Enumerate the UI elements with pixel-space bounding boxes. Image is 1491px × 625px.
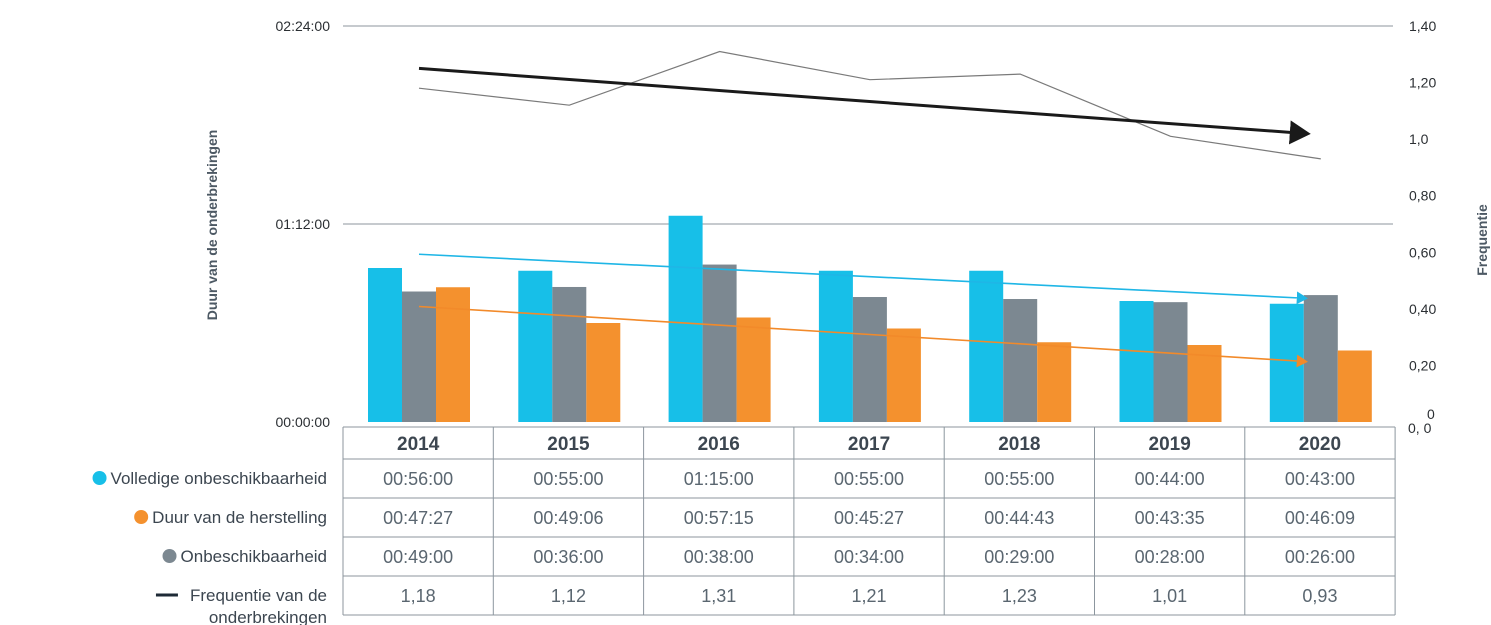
right-tick-label: 1,20	[1409, 75, 1436, 91]
legend-label: Duur van de herstelling	[152, 508, 327, 527]
table-cell: 1,01	[1152, 586, 1187, 606]
legend-label-line: onderbrekingen	[209, 608, 327, 625]
right-tick-label: 0, 0	[1408, 420, 1432, 436]
table-header-year: 2019	[1149, 434, 1191, 455]
legend-marker-circle	[162, 549, 177, 563]
table-cell: 01:15:00	[684, 469, 754, 489]
table-cell: 00:26:00	[1285, 547, 1355, 567]
bar-duur-van-de-herstelling-2018	[1003, 299, 1038, 422]
table-header-year: 2014	[397, 434, 440, 455]
table-cell: 00:49:06	[533, 508, 603, 528]
table-cell: 00:55:00	[984, 469, 1054, 489]
frequency-line-group	[418, 50, 1321, 160]
bar-volledige-onbeschikbaarheid-2019	[1119, 301, 1154, 422]
bars	[368, 215, 1372, 422]
table-cell: 00:43:35	[1135, 508, 1205, 528]
table-cell: 1,23	[1002, 586, 1037, 606]
data-table: 2014 2015 2016 2017 2018 2019 2020 00:56:00 00:5…	[342, 426, 1396, 616]
table-cell: 00:55:00	[533, 469, 603, 489]
table-cell: 1,31	[701, 586, 736, 606]
table-header-year: 2018	[998, 434, 1040, 455]
bar-volledige-onbeschikbaarheid-2015	[518, 270, 553, 422]
bar-duur-van-de-herstelling-2015	[552, 286, 587, 422]
bar-volledige-onbeschikbaarheid-2020	[1269, 303, 1304, 422]
right-tick-label: 1,0	[1409, 131, 1429, 147]
table-cell: 0,93	[1302, 586, 1337, 606]
trend-arrow-2	[418, 253, 1308, 305]
bar-volledige-onbeschikbaarheid-2016	[668, 215, 703, 422]
bar-duur-van-de-herstelling-2014	[402, 291, 436, 422]
table-cell: 00:44:43	[984, 508, 1054, 528]
table-cell: 00:44:00	[1135, 469, 1205, 489]
table-cell: 00:38:00	[684, 547, 754, 567]
table-cell: 00:46:09	[1285, 508, 1355, 528]
frequency-line	[418, 50, 1321, 160]
trend-arrow-3	[418, 305, 1308, 368]
legend-label: Volledige onbeschikbaarheid	[111, 469, 327, 488]
table-cell: 00:43:00	[1285, 469, 1355, 489]
bar-onbeschikbaarheid-2017	[886, 328, 921, 422]
right-axis-title: Frequentie	[1474, 204, 1490, 276]
right-tick-label: 0,60	[1409, 244, 1436, 260]
table-header-year: 2017	[848, 434, 890, 455]
bar-duur-van-de-herstelling-2017	[852, 297, 887, 422]
table-cell: 1,12	[551, 586, 586, 606]
table-cell: 00:28:00	[1135, 547, 1205, 567]
bar-duur-van-de-herstelling-2016	[702, 264, 737, 422]
left-axis-ticks: 00:00:00 01:12:00 02:24:00	[276, 18, 331, 430]
table-cell: 00:47:27	[383, 508, 453, 528]
table-header-year: 2020	[1299, 434, 1341, 455]
table-cell: 1,18	[401, 586, 436, 606]
right-tick-label: 1,40	[1409, 18, 1436, 34]
bar-onbeschikbaarheid-2019	[1187, 345, 1222, 422]
right-tick-label: 0,80	[1409, 188, 1436, 204]
bar-onbeschikbaarheid-2020	[1337, 350, 1372, 422]
trend-arrows	[418, 66, 1311, 368]
trend-arrow-1	[418, 66, 1311, 145]
left-tick-label: 00:00:00	[276, 414, 331, 430]
table-header-year: 2015	[547, 434, 590, 455]
table-cell: 00:34:00	[834, 547, 904, 567]
left-tick-label: 02:24:00	[276, 18, 331, 34]
right-tick-zero-mark: 0	[1427, 406, 1435, 422]
table-cell: 00:49:00	[383, 547, 453, 567]
bar-onbeschikbaarheid-2016	[736, 317, 771, 422]
table-cell: 00:55:00	[834, 469, 904, 489]
left-tick-label: 01:12:00	[276, 216, 331, 232]
legend: Volledige onbeschikbaarheid Duur van de h…	[92, 469, 327, 625]
legend-marker-circle	[134, 510, 149, 524]
legend-marker-circle	[92, 471, 107, 485]
table-header-year: 2016	[698, 434, 740, 455]
left-axis-title: Duur van de onderbrekingen	[204, 130, 220, 321]
bar-onbeschikbaarheid-2018	[1037, 342, 1072, 422]
table-cell: 00:57:15	[684, 508, 754, 528]
table-cell: 1,21	[852, 586, 887, 606]
legend-label-line: Frequentie van de	[190, 586, 327, 605]
bar-onbeschikbaarheid-2015	[586, 323, 621, 422]
bar-volledige-onbeschikbaarheid-2014	[368, 268, 402, 422]
table-cell: 00:56:00	[383, 469, 453, 489]
bar-volledige-onbeschikbaarheid-2018	[969, 270, 1004, 422]
table-cell: 00:45:27	[834, 508, 904, 528]
legend-label: Onbeschikbaarheid	[181, 547, 327, 566]
right-tick-label: 0,20	[1409, 357, 1436, 373]
right-axis-ticks: 0, 00 0,20 0,40 0,60 0,80 1,0 1,20 1,40	[1408, 18, 1436, 436]
table-cell: 00:36:00	[533, 547, 603, 567]
bar-duur-van-de-herstelling-2020	[1303, 295, 1338, 422]
right-tick-label: 0,40	[1409, 301, 1436, 317]
gridlines	[343, 25, 1393, 225]
table-cell: 00:29:00	[984, 547, 1054, 567]
bar-duur-van-de-herstelling-2019	[1153, 302, 1188, 422]
bar-volledige-onbeschikbaarheid-2017	[818, 270, 853, 422]
legend-label-wrapped: Frequentie van de onderbrekingen	[190, 586, 327, 625]
